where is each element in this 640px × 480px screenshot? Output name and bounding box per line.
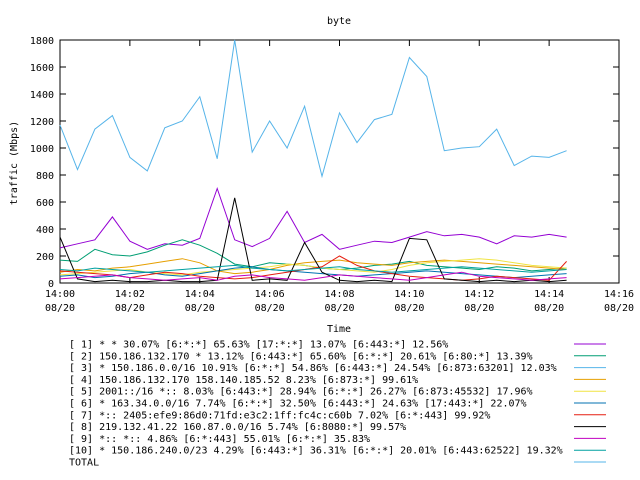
x-tick-time: 14:08 (324, 289, 354, 300)
legend-label: [ 1] * * 30.07% [6:*:*] 65.63% [17:*:*] … (69, 340, 448, 351)
legend-label: [ 2] 150.186.132.170 * 13.12% [6:443:*] … (69, 351, 533, 362)
x-tick-time: 14:06 (255, 289, 285, 300)
y-tick-label: 1200 (30, 117, 54, 128)
x-tick-time: 14:10 (394, 289, 424, 300)
legend-label: [ 5] 2001::/16 *:: 8.03% [6:443:*] 28.94… (69, 387, 533, 398)
y-tick-label: 200 (36, 252, 54, 263)
x-axis-label: Time (327, 324, 351, 335)
y-tick-label: 1000 (30, 144, 54, 155)
legend-label: [ 6] * 163.34.0.0/16 7.74% [6:*:*] 32.50… (69, 399, 527, 410)
legend-label: [ 3] * 150.186.0.0/16 10.91% [6:*:*] 54.… (69, 363, 557, 374)
series-line-8 (59, 197, 567, 283)
series-line-4 (59, 258, 567, 275)
legend-label-total: TOTAL (69, 458, 99, 469)
legend-label: [ 4] 150.186.132.170 158.140.185.52 8.23… (69, 375, 418, 386)
x-tick-date: 08/20 (185, 303, 215, 314)
series-line-10 (59, 264, 567, 273)
y-tick-label: 1400 (30, 90, 54, 101)
y-tick-label: 400 (36, 225, 54, 236)
y-tick-label: 1800 (30, 36, 54, 47)
x-tick-date: 08/20 (45, 303, 75, 314)
x-tick-time: 14:00 (45, 289, 75, 300)
x-tick-time: 14:04 (185, 289, 215, 300)
legend-label: [ 9] *:: *:: 4.86% [6:*:443] 55.01% [6:*… (69, 434, 370, 445)
y-tick-label: 600 (36, 198, 54, 209)
chart-title: byte (327, 16, 351, 27)
legend-label: [ 8] 219.132.41.22 160.87.0.0/16 5.74% [… (69, 422, 406, 433)
plot-frame (59, 39, 620, 284)
x-tick-date: 08/20 (255, 303, 285, 314)
x-tick-time: 14:12 (464, 289, 494, 300)
series-line-3 (59, 39, 567, 179)
x-tick-time: 14:16 (604, 289, 634, 300)
x-tick-date: 08/20 (324, 303, 354, 314)
x-tick-time: 14:14 (534, 289, 564, 300)
legend-label: [10] * 150.186.240.0/23 4.29% [6:443:*] … (69, 446, 563, 457)
legend-label: [ 7] *:: 2405:efe9:86d0:71fd:e3c2:1ff:fc… (69, 410, 490, 421)
series-line-7 (59, 255, 567, 281)
x-tick-date: 08/20 (464, 303, 494, 314)
x-tick-date: 08/20 (394, 303, 424, 314)
y-tick-label: 0 (48, 279, 54, 290)
x-tick-time: 14:02 (115, 289, 145, 300)
x-tick-date: 08/20 (534, 303, 564, 314)
x-tick-date: 08/20 (115, 303, 145, 314)
y-tick-label: 1600 (30, 63, 54, 74)
series-line-9 (59, 271, 567, 281)
series-line-1 (59, 186, 567, 250)
x-tick-date: 08/20 (604, 303, 634, 314)
y-axis-label: traffic (Mbps) (9, 121, 20, 205)
y-tick-label: 800 (36, 171, 54, 182)
